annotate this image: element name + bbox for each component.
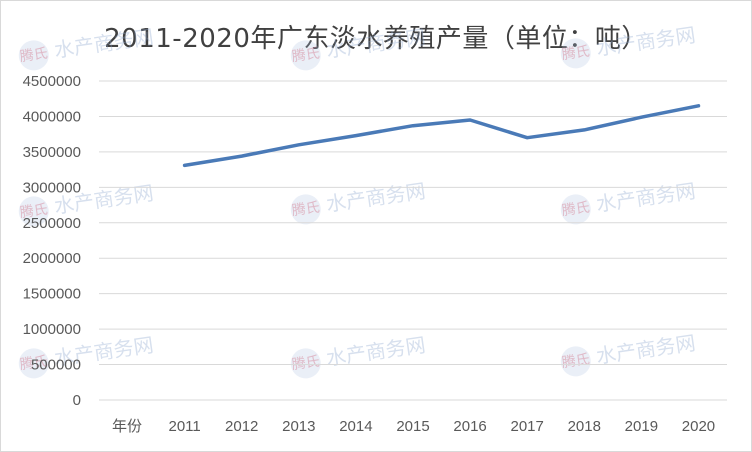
x-axis-ticks: 2011 2012 2013 2014 2015 2016 2017 2018 2019 2020 (169, 418, 716, 435)
series-line (182, 104, 701, 168)
data-point (411, 124, 415, 127)
y-tick-label: 500000 (31, 357, 81, 374)
y-tick-label: 2500000 (23, 215, 81, 232)
y-tick-label: 3000000 (23, 179, 81, 196)
x-tick-label: 2011 (169, 418, 201, 435)
y-axis-ticks: 0 500000 1000000 1500000 2000000 2500000 30000… (23, 73, 81, 409)
x-tick-label: 2016 (453, 418, 486, 435)
y-tick-label: 2000000 (23, 250, 81, 267)
y-tick-label: 4000000 (23, 108, 81, 125)
data-point (354, 134, 358, 137)
x-tick-label: 2013 (282, 418, 315, 435)
x-axis-category-label: 年份 (112, 418, 142, 435)
data-point (583, 128, 586, 132)
series-line-group (182, 104, 701, 168)
data-point (183, 164, 186, 167)
y-tick-label: 0 (73, 392, 81, 409)
x-tick-label: 2020 (682, 418, 715, 435)
y-tick-label: 1000000 (23, 321, 81, 338)
data-point (240, 154, 243, 158)
y-tick-label: 3500000 (23, 144, 81, 161)
x-tick-label: 2017 (510, 418, 543, 435)
data-point (297, 143, 301, 146)
x-tick-label: 2012 (225, 418, 258, 435)
gridlines (99, 80, 727, 401)
x-tick-label: 2015 (396, 418, 429, 435)
y-tick-label: 1500000 (23, 286, 81, 303)
x-tick-label: 2019 (625, 418, 658, 435)
x-tick-label: 2018 (568, 418, 601, 435)
chart-title: 2011-2020年广东淡水养殖产量（单位：吨） (104, 24, 648, 54)
data-point (697, 104, 700, 108)
data-point (468, 118, 472, 122)
data-point (640, 115, 643, 119)
data-point (525, 136, 529, 139)
y-tick-label: 4500000 (23, 73, 81, 90)
x-tick-label: 2014 (339, 418, 372, 435)
